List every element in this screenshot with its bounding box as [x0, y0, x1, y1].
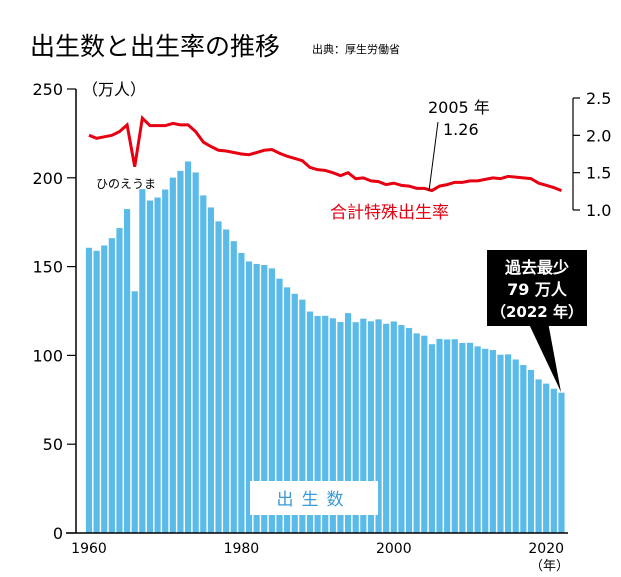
record-low-line1: 過去最少 — [504, 258, 569, 277]
births-bar-2020 — [543, 383, 550, 533]
births-bar-2011 — [474, 346, 481, 533]
record-low-box — [487, 250, 587, 326]
births-bar-1973 — [184, 161, 192, 533]
births-bar-1960 — [85, 247, 93, 533]
births-series-label: 出生数 — [277, 490, 352, 510]
births-bar-1970 — [162, 189, 169, 533]
hinoeuma-label: ひのえうま — [96, 177, 156, 191]
births-bar-2009 — [459, 342, 466, 533]
births-bar-1969 — [154, 197, 161, 533]
left-tick-label: 50 — [43, 435, 63, 454]
left-tick-label: 150 — [32, 258, 63, 277]
right-tick-label: 1.5 — [586, 164, 611, 183]
births-bar-2016 — [512, 359, 519, 533]
births-bar-1963 — [108, 238, 115, 533]
right-tick-label: 2.0 — [586, 126, 611, 145]
births-bar-1989 — [306, 311, 314, 533]
births-bar-2006 — [436, 338, 443, 533]
births-bar-1985 — [276, 278, 283, 533]
right-tick-label: 1.0 — [586, 201, 611, 220]
min-tfr-value: 1.26 — [443, 120, 479, 139]
births-bar-1983 — [261, 265, 268, 533]
record-low-pointer — [528, 322, 561, 392]
births-bar-1996 — [360, 318, 367, 533]
left-axis-unit: （万人） — [82, 80, 146, 99]
births-bar-1975 — [200, 195, 207, 534]
x-tick-label: 1960 — [71, 541, 107, 557]
births-bar-1980 — [238, 252, 245, 533]
births-bar-2004 — [421, 335, 428, 533]
births-bar-1984 — [268, 268, 275, 533]
births-bar-1990 — [314, 315, 321, 533]
births-bar-1976 — [207, 207, 215, 533]
births-bar-1967 — [139, 189, 146, 534]
x-tick-label: 2000 — [376, 541, 412, 557]
left-tick-label: 250 — [32, 80, 63, 99]
births-bar-2019 — [535, 379, 542, 533]
births-bar-2005 — [428, 344, 435, 533]
births-bar-1979 — [230, 241, 237, 534]
births-bar-1993 — [337, 322, 344, 533]
births-bar-1998 — [375, 319, 382, 533]
births-bar-2001 — [398, 325, 405, 533]
births-bar-2014 — [497, 354, 504, 533]
births-bar-1977 — [215, 221, 222, 533]
min-tfr-pointer — [428, 121, 439, 192]
births-bar-1978 — [223, 229, 230, 533]
left-tick-label: 0 — [53, 524, 63, 543]
births-bar-2002 — [405, 328, 413, 533]
births-bar-1965 — [124, 209, 131, 533]
births-bar-1994 — [344, 313, 352, 533]
births-bar-1962 — [101, 245, 108, 533]
births-bar-2021 — [550, 388, 557, 533]
births-bar-1981 — [245, 261, 253, 533]
births-bar-1992 — [329, 318, 336, 533]
tfr-line — [88, 115, 562, 193]
chart-source: 出典：厚生労働省 — [312, 42, 400, 56]
births-bar-1982 — [253, 263, 260, 533]
births-bar-2018 — [527, 369, 535, 533]
births-bar-2010 — [466, 342, 474, 533]
births-bar-2015 — [505, 354, 512, 533]
births-bar-2003 — [413, 333, 420, 533]
record-low-line3: （2022 年） — [491, 303, 583, 321]
births-bar-1999 — [383, 323, 390, 533]
births-bar-1971 — [169, 177, 176, 533]
births-bar-1987 — [291, 293, 298, 533]
left-tick-label: 200 — [32, 169, 63, 188]
births-bar-1995 — [352, 322, 359, 533]
births-bar-1972 — [177, 170, 184, 533]
births-bar-1997 — [367, 321, 375, 533]
births-bar-1966 — [131, 291, 138, 533]
births-bar-1974 — [192, 172, 199, 534]
births-bar-1961 — [93, 250, 100, 534]
births-bar-1988 — [299, 299, 306, 533]
births-bar-2013 — [489, 350, 496, 533]
x-tick-label: 1980 — [224, 541, 260, 557]
births-label-box — [250, 481, 378, 515]
min-tfr-year: 2005 年 — [428, 98, 490, 117]
record-low-line2: 79 万人 — [507, 280, 568, 299]
x-tick-label: 2020 — [528, 541, 564, 557]
left-tick-label: 100 — [32, 346, 63, 365]
births-bar-1986 — [284, 287, 291, 533]
births-bar-2000 — [390, 321, 397, 533]
births-bar-2012 — [482, 348, 489, 533]
births-bar-2022 — [558, 392, 565, 533]
births-bar-2008 — [451, 339, 458, 533]
births-bar-1964 — [116, 228, 123, 534]
births-bar-2017 — [520, 364, 527, 533]
x-axis-unit: （年） — [530, 559, 569, 574]
right-tick-label: 2.5 — [586, 89, 611, 108]
births-bar-1991 — [322, 315, 329, 533]
births-bar-1968 — [146, 200, 154, 533]
chart-title: 出生数と出生率の推移 — [30, 32, 280, 61]
tfr-series-label: 合計特殊出生率 — [330, 203, 449, 223]
births-bar-2007 — [444, 339, 451, 533]
